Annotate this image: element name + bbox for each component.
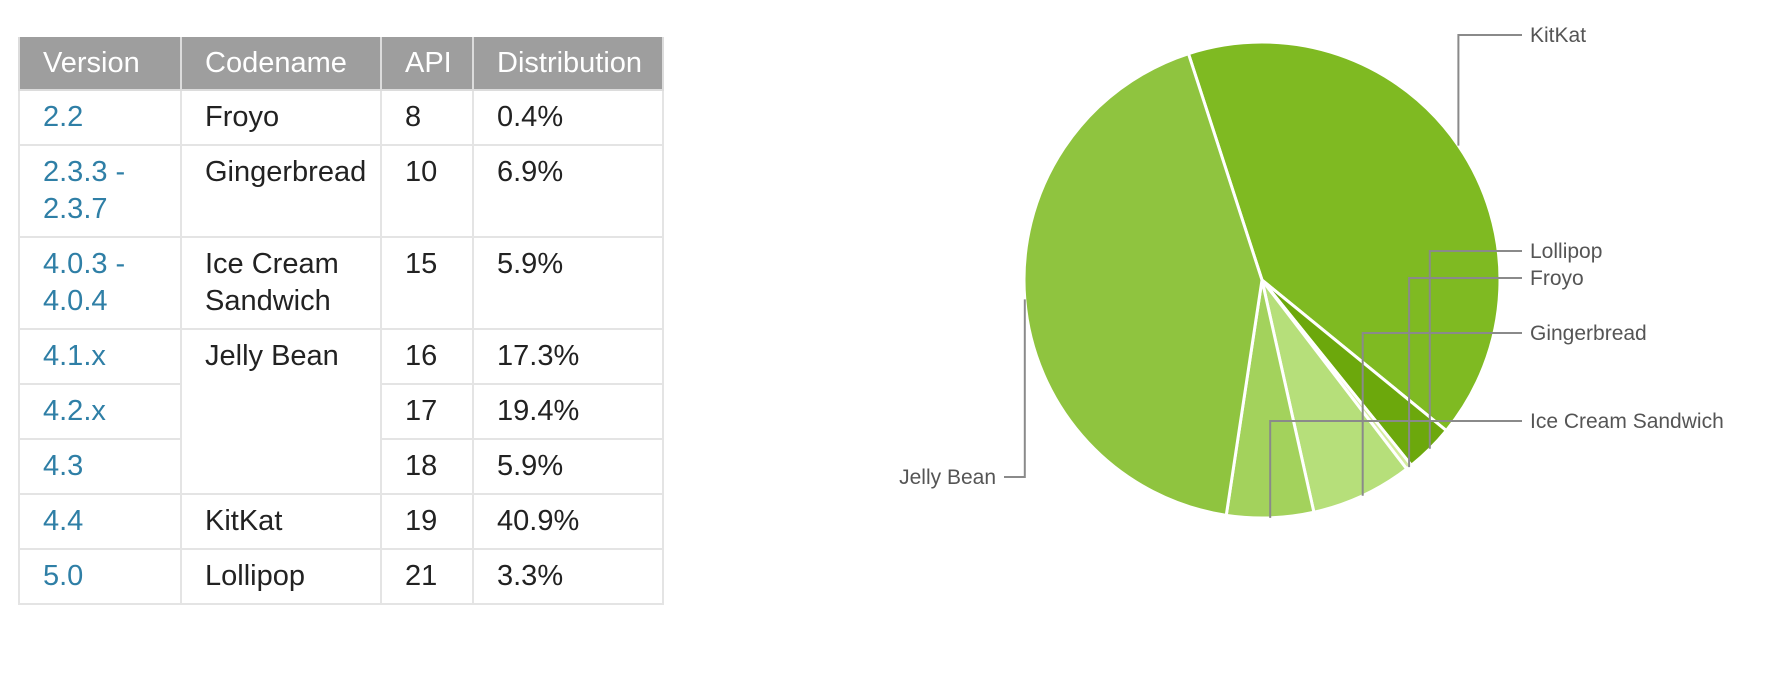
header-distribution: Distribution [472,37,664,91]
table-row: 2.2 Froyo 8 0.4% [18,89,664,146]
distribution-cell: 19.4% [472,383,664,440]
api-cell: 10 [380,144,474,238]
api-cell: 15 [380,236,474,330]
table-row: 4.2.x 17 19.4% [18,383,664,440]
version-link[interactable]: 4.3 [18,438,182,495]
table-header-row: Version Codename API Distribution [18,37,664,91]
header-api: API [380,37,474,91]
pie-label-gingerbread: Gingerbread [1530,322,1647,345]
api-cell: 19 [380,493,474,550]
table-row: 4.3 18 5.9% [18,438,664,495]
pie-label-kitkat: KitKat [1530,24,1586,47]
api-cell: 18 [380,438,474,495]
version-link[interactable]: 4.1.x [18,328,182,385]
pie-label-ice-cream-sandwich: Ice Cream Sandwich [1530,410,1724,433]
api-cell: 17 [380,383,474,440]
leader-line-kitkat [1457,34,1522,146]
version-link[interactable]: 4.2.x [18,383,182,440]
distribution-cell: 3.3% [472,548,664,605]
pie-label-lollipop: Lollipop [1530,240,1602,263]
leader-line-gingerbread [1361,332,1522,496]
table-row: 5.0 Lollipop 21 3.3% [18,548,664,605]
table-row: 4.4 KitKat 19 40.9% [18,493,664,550]
leader-line-ice-cream-sandwich [1269,420,1522,518]
api-cell: 16 [380,328,474,385]
version-link[interactable]: 2.3.3 - 2.3.7 [18,144,182,238]
api-cell: 21 [380,548,474,605]
distribution-cell: 40.9% [472,493,664,550]
distribution-cell: 5.9% [472,236,664,330]
pie-labels: KitKat Lollipop Froyo Gingerbread Ice Cream … [899,24,1724,518]
leader-line-lollipop [1428,250,1522,449]
version-link[interactable]: 2.2 [18,89,182,146]
pie-label-jelly-bean: Jelly Bean [899,466,996,489]
api-cell: 8 [380,89,474,146]
table-row: 2.3.3 - 2.3.7 Gingerbread 10 6.9% [18,144,664,238]
version-link[interactable]: 4.0.3 - 4.0.4 [18,236,182,330]
leader-line-jelly-bean [1004,299,1026,478]
pie-label-froyo: Froyo [1530,267,1584,290]
header-codename: Codename [180,37,382,91]
version-link[interactable]: 5.0 [18,548,182,605]
codename-cell: Lollipop [180,548,382,605]
version-link[interactable]: 4.4 [18,493,182,550]
leader-line-froyo [1408,277,1522,468]
pie-slices [1022,40,1502,520]
table-row: 4.0.3 - 4.0.4 Ice Cream Sandwich 15 5.9% [18,236,664,330]
distribution-cell: 0.4% [472,89,664,146]
distribution-cell: 17.3% [472,328,664,385]
codename-cell: KitKat [180,493,382,550]
header-version: Version [18,37,182,91]
distribution-cell: 6.9% [472,144,664,238]
table-row: 4.1.x Jelly Bean 16 17.3% [18,328,664,495]
distribution-cell: 5.9% [472,438,664,495]
codename-cell: Gingerbread [180,144,382,238]
codename-cell: Ice Cream Sandwich [180,236,382,330]
distribution-table: Version Codename API Distribution 2.2 Fr… [18,37,664,605]
codename-cell: Froyo [180,89,382,146]
codename-cell: Jelly Bean [180,328,382,495]
